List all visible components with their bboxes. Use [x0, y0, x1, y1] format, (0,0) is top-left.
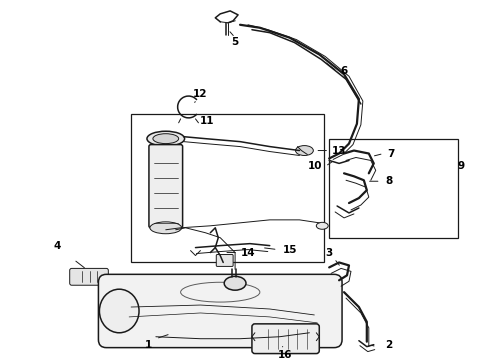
FancyBboxPatch shape [98, 274, 342, 348]
FancyBboxPatch shape [149, 145, 183, 228]
Ellipse shape [295, 145, 313, 156]
Text: 8: 8 [385, 176, 392, 186]
FancyBboxPatch shape [216, 255, 233, 266]
FancyBboxPatch shape [70, 269, 108, 285]
Text: 15: 15 [282, 244, 297, 255]
Bar [329, 139, 458, 238]
Text: 9: 9 [457, 161, 465, 171]
Text: 1: 1 [146, 339, 152, 350]
Ellipse shape [330, 149, 344, 158]
Text: 6: 6 [341, 66, 348, 76]
Ellipse shape [150, 222, 182, 234]
Ellipse shape [317, 222, 328, 229]
Text: 12: 12 [193, 89, 208, 99]
Bar [131, 114, 324, 262]
Ellipse shape [147, 131, 185, 146]
Ellipse shape [99, 289, 139, 333]
Text: 3: 3 [325, 248, 333, 257]
Text: 4: 4 [53, 240, 60, 251]
Text: 14: 14 [241, 248, 255, 257]
Text: 7: 7 [387, 149, 394, 158]
Text: 11: 11 [200, 116, 215, 126]
Text: 5: 5 [231, 37, 239, 46]
Text: 16: 16 [277, 350, 292, 360]
Ellipse shape [153, 134, 179, 144]
Text: 2: 2 [385, 339, 392, 350]
FancyBboxPatch shape [252, 324, 319, 354]
Text: 13: 13 [332, 145, 346, 156]
Text: 10: 10 [308, 161, 322, 171]
Ellipse shape [224, 276, 246, 290]
